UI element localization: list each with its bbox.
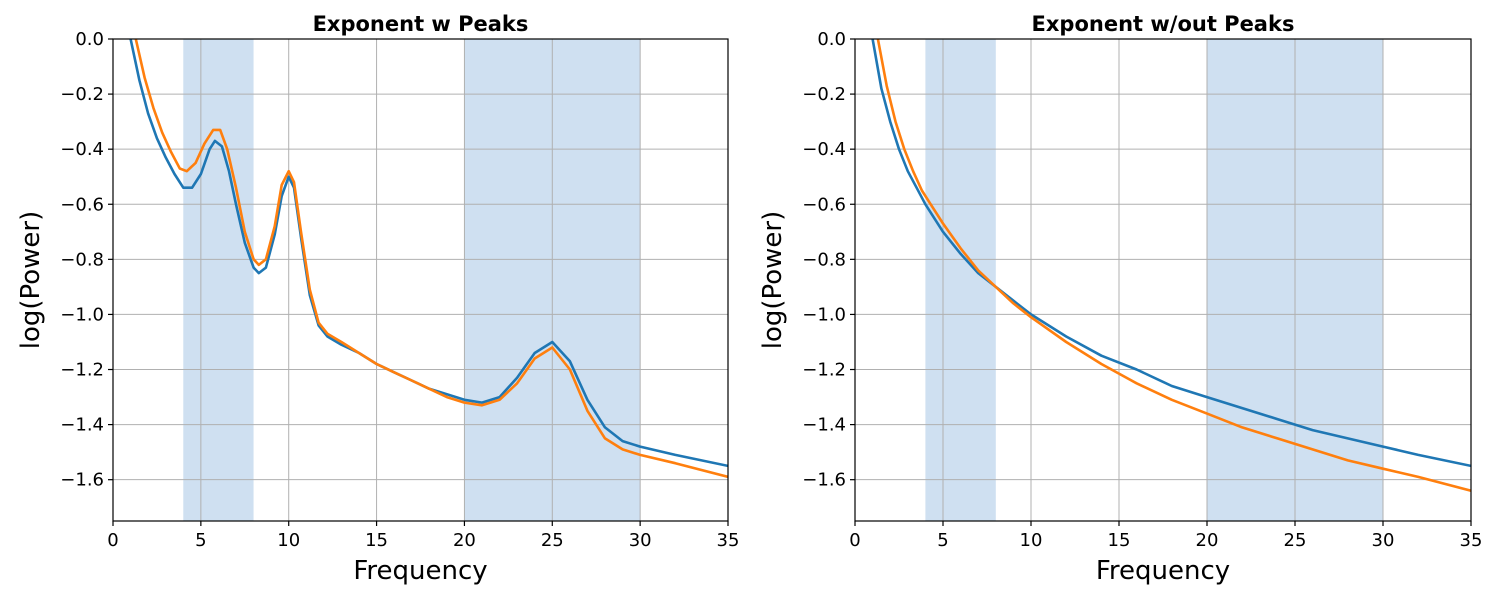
y-tick-label: −1.4 xyxy=(802,415,846,436)
plot-frame xyxy=(854,38,1472,522)
y-ticks: 0.0 −0.2 −0.4 −0.6 −0.8 −1.0 −1.2 −1.4 −1.6 xyxy=(802,29,855,491)
x-ticks: 0 5 10 15 20 25 30 35 xyxy=(849,521,1482,551)
x-tick-label: 5 xyxy=(195,530,206,551)
shaded-band-0 xyxy=(925,39,996,521)
shaded-bands xyxy=(183,39,641,521)
y-tick-label: 0.0 xyxy=(75,29,104,50)
y-axis-label: log(Power) xyxy=(16,211,46,350)
plot-frame xyxy=(112,38,729,522)
x-tick-label: 15 xyxy=(1108,530,1131,551)
y-tick-label: −0.4 xyxy=(60,139,104,160)
x-ticks: 0 5 10 15 20 25 30 35 xyxy=(107,521,739,551)
chart-panel-exponent-without-peaks: 0 5 10 15 20 25 30 35 0.0 −0.2 −0.4 −0.6 −0.8 −1.0 −1… xyxy=(758,12,1482,586)
x-tick-label: 0 xyxy=(107,530,118,551)
series-lines xyxy=(129,39,728,479)
y-tick-label: −0.2 xyxy=(802,84,846,105)
y-tick-label: −1.6 xyxy=(802,470,846,491)
chart-panel-exponent-w-peaks: 0 5 10 15 20 25 30 35 0.0 −0.2 −0.4 −0.6 −0.8 −1.0 −1… xyxy=(16,12,739,586)
series-lines xyxy=(871,39,1471,492)
y-tick-label: −0.6 xyxy=(802,194,846,215)
chart-title: Exponent w/out Peaks xyxy=(1032,12,1295,36)
y-tick-label: 0.0 xyxy=(817,29,846,50)
series-line-1 xyxy=(876,39,1471,492)
y-tick-label: −1.6 xyxy=(60,470,104,491)
x-tick-label: 35 xyxy=(1460,530,1483,551)
x-tick-label: 20 xyxy=(453,530,476,551)
x-tick-label: 30 xyxy=(629,530,652,551)
x-tick-label: 10 xyxy=(1020,530,1043,551)
y-tick-label: −1.2 xyxy=(802,360,846,381)
x-axis-label: Frequency xyxy=(1096,556,1230,586)
x-tick-label: 35 xyxy=(717,530,740,551)
y-tick-label: −1.2 xyxy=(60,360,104,381)
y-tick-label: −1.0 xyxy=(802,304,846,325)
x-tick-label: 15 xyxy=(365,530,388,551)
y-tick-label: −0.6 xyxy=(60,194,104,215)
y-tick-label: −0.4 xyxy=(802,139,846,160)
shaded-band-0 xyxy=(183,39,254,521)
x-tick-label: 0 xyxy=(849,530,860,551)
y-tick-label: −1.0 xyxy=(60,304,104,325)
y-tick-label: −0.2 xyxy=(60,84,104,105)
y-tick-label: −0.8 xyxy=(802,249,846,270)
y-tick-label: −1.4 xyxy=(60,415,104,436)
y-axis-label: log(Power) xyxy=(758,211,788,350)
x-tick-label: 25 xyxy=(541,530,564,551)
x-tick-label: 25 xyxy=(1284,530,1307,551)
x-tick-label: 30 xyxy=(1372,530,1395,551)
y-tick-label: −0.8 xyxy=(60,249,104,270)
series-line-0 xyxy=(871,39,1471,468)
x-axis-label: Frequency xyxy=(353,556,487,586)
y-ticks: 0.0 −0.2 −0.4 −0.6 −0.8 −1.0 −1.2 −1.4 −1.6 xyxy=(60,29,113,491)
x-tick-label: 5 xyxy=(937,530,948,551)
series-line-1 xyxy=(134,39,728,479)
x-tick-label: 10 xyxy=(277,530,300,551)
x-tick-label: 20 xyxy=(1196,530,1219,551)
chart-title: Exponent w Peaks xyxy=(313,12,529,36)
